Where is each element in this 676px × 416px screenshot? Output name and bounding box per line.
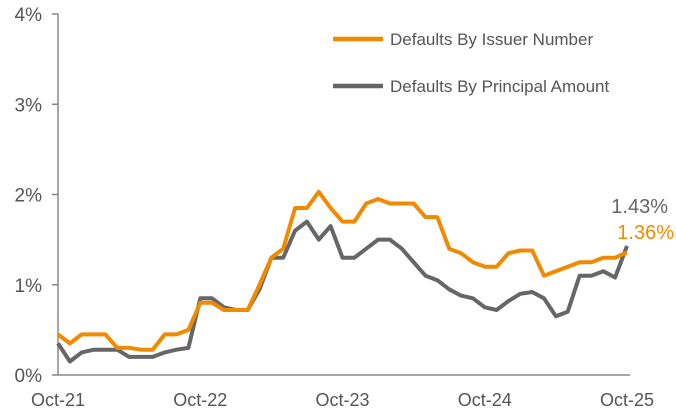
- x-tick-label: Oct-25: [600, 390, 654, 410]
- y-tick-label: 3%: [15, 95, 43, 116]
- x-tick-label: Oct-23: [315, 390, 369, 410]
- y-tick-label: 4%: [15, 5, 43, 26]
- end-label-principal: 1.43%: [611, 196, 668, 218]
- axes: 0% 1% 2% 3% 4% Oct-21 Oct-22 Oct-23 Oct-24 Oct-25: [15, 5, 654, 410]
- y-tick-label: 1%: [15, 276, 43, 297]
- x-tick-label: Oct-21: [31, 390, 85, 410]
- series-lines: 1.43% 1.36%: [56, 189, 674, 364]
- y-tick-label: 0%: [15, 366, 43, 387]
- y-tick-label: 2%: [15, 186, 43, 207]
- legend-label-1: Defaults By Principal Amount: [390, 77, 609, 96]
- legend-label-0: Defaults By Issuer Number: [390, 30, 593, 49]
- x-tick-label: Oct-24: [458, 390, 512, 410]
- end-label-issuer: 1.36%: [617, 222, 674, 244]
- x-tick-label: Oct-22: [173, 390, 227, 410]
- series-line-0: [56, 189, 628, 352]
- legend: Defaults By Issuer Number Defaults By Pri…: [333, 30, 609, 96]
- series-line-1: [56, 219, 629, 364]
